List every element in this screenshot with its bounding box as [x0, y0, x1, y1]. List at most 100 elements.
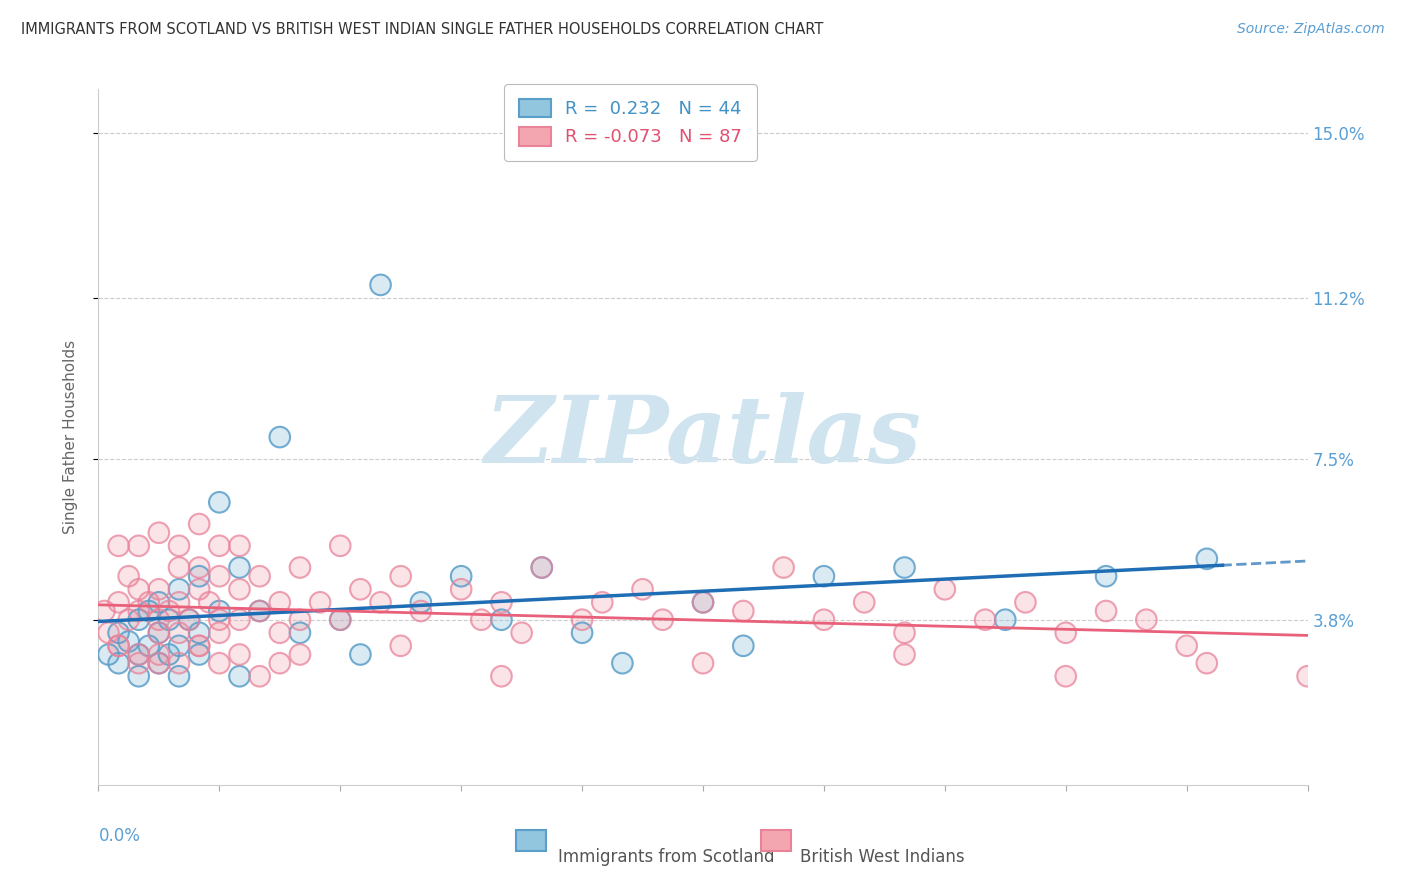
Point: [1014, 595, 1036, 609]
Text: British West Indians: British West Indians: [800, 847, 965, 865]
Point: [157, 648, 180, 662]
Point: [853, 595, 876, 609]
Point: [97, 648, 120, 662]
Point: [491, 595, 513, 609]
Point: [167, 625, 190, 640]
Point: [188, 582, 211, 597]
Point: [188, 639, 211, 653]
Point: [128, 669, 150, 683]
Point: [167, 595, 190, 609]
Point: [1195, 551, 1218, 566]
Point: [1095, 604, 1118, 618]
Point: [188, 625, 211, 640]
Point: [409, 595, 432, 609]
Point: [157, 648, 180, 662]
Point: [167, 669, 190, 683]
Point: [228, 669, 250, 683]
Point: [107, 639, 129, 653]
Point: [179, 613, 201, 627]
Point: [249, 569, 271, 583]
Point: [893, 560, 915, 574]
Point: [228, 560, 250, 574]
Point: [228, 582, 250, 597]
Point: [571, 613, 593, 627]
Point: [107, 657, 129, 671]
Point: [118, 569, 141, 583]
Point: [188, 639, 211, 653]
Point: [1296, 669, 1319, 683]
Point: [1195, 551, 1218, 566]
Point: [249, 669, 271, 683]
Point: [893, 648, 915, 662]
Point: [450, 569, 472, 583]
Point: [389, 639, 412, 653]
Point: [148, 625, 170, 640]
Point: [167, 582, 190, 597]
Point: [107, 625, 129, 640]
Point: [138, 604, 160, 618]
Point: [974, 613, 997, 627]
Point: [208, 495, 231, 509]
Point: [631, 582, 654, 597]
Point: [97, 648, 120, 662]
Point: [228, 582, 250, 597]
Point: [179, 613, 201, 627]
Point: [249, 604, 271, 618]
Point: [530, 560, 553, 574]
Point: [148, 625, 170, 640]
Point: [329, 613, 352, 627]
Point: [893, 560, 915, 574]
Point: [208, 604, 231, 618]
Point: [349, 648, 371, 662]
Point: [208, 613, 231, 627]
Point: [1054, 669, 1077, 683]
Point: [269, 595, 291, 609]
Point: [692, 657, 714, 671]
Point: [692, 595, 714, 609]
Point: [1175, 639, 1198, 653]
Point: [349, 648, 371, 662]
Point: [198, 595, 221, 609]
Point: [107, 595, 129, 609]
Point: [309, 595, 332, 609]
Point: [128, 582, 150, 597]
Point: [1175, 639, 1198, 653]
Point: [148, 648, 170, 662]
Point: [188, 560, 211, 574]
Point: [148, 657, 170, 671]
Point: [148, 625, 170, 640]
Point: [893, 625, 915, 640]
Point: [934, 582, 956, 597]
Point: [772, 560, 794, 574]
Point: [288, 625, 311, 640]
Point: [208, 495, 231, 509]
Point: [128, 648, 150, 662]
Point: [733, 604, 755, 618]
Point: [530, 560, 553, 574]
Point: [813, 569, 835, 583]
Point: [651, 613, 673, 627]
FancyBboxPatch shape: [761, 830, 792, 851]
Point: [269, 657, 291, 671]
Point: [128, 539, 150, 553]
Point: [97, 625, 120, 640]
Point: [249, 669, 271, 683]
Point: [208, 613, 231, 627]
Point: [188, 639, 211, 653]
Point: [128, 539, 150, 553]
Point: [772, 560, 794, 574]
Point: [107, 639, 129, 653]
Point: [188, 569, 211, 583]
Text: 0.0%: 0.0%: [98, 827, 141, 845]
Point: [692, 595, 714, 609]
Point: [389, 569, 412, 583]
Point: [491, 595, 513, 609]
Point: [188, 625, 211, 640]
Point: [288, 648, 311, 662]
Point: [288, 560, 311, 574]
Point: [188, 648, 211, 662]
Point: [148, 613, 170, 627]
Point: [450, 582, 472, 597]
Point: [118, 613, 141, 627]
Point: [249, 604, 271, 618]
